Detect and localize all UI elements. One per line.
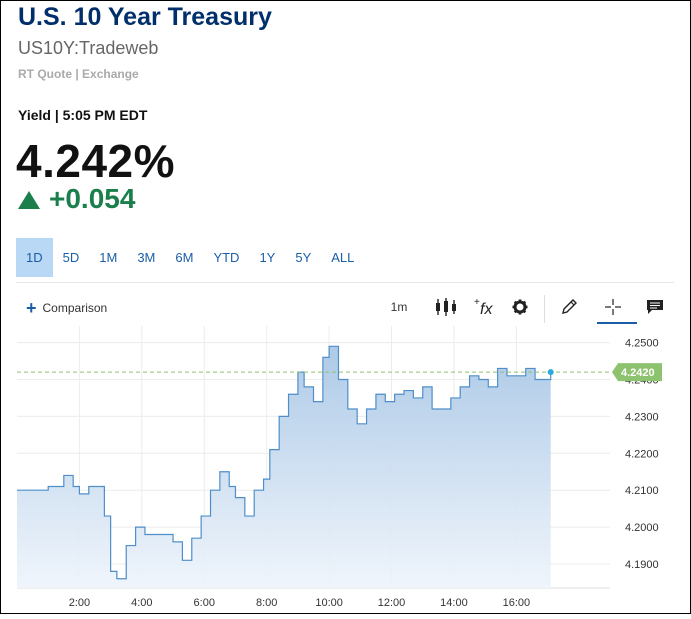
svg-text:fx: fx [480, 301, 493, 318]
yield-timestamp: Yield | 5:05 PM EDT [18, 107, 148, 123]
y-tick-label: 4.1900 [625, 559, 659, 571]
studies-button[interactable]: + fx [472, 293, 496, 321]
range-tab-6m[interactable]: 6M [175, 250, 194, 265]
comparison-label: Comparison [42, 301, 108, 315]
series-line [17, 345, 552, 580]
range-tab-1d[interactable]: 1D [16, 238, 53, 277]
range-tab-ytd[interactable]: YTD [213, 250, 240, 265]
x-tick-label: 2:00 [69, 597, 90, 609]
quote-source-label: RT Quote | Exchange [18, 67, 139, 81]
y-tick-label: 4.2500 [625, 338, 659, 350]
range-tab-1y[interactable]: 1Y [259, 250, 276, 265]
y-tick-label: 4.2300 [625, 411, 659, 423]
candlestick-chart-button[interactable] [434, 293, 458, 321]
x-tick-label: 12:00 [378, 597, 406, 609]
y-tick-label: 4.2000 [625, 522, 659, 534]
x-tick-label: 16:00 [503, 597, 531, 609]
draw-button[interactable] [558, 293, 580, 321]
divider [16, 282, 674, 283]
candlestick-icon [436, 298, 456, 316]
x-axis: 2:00 4:00 6:00 8:00 10:00 12:00 14:00 16:00 [69, 597, 530, 609]
y-tick-label: 4.2200 [625, 448, 659, 460]
last-yield-value: 4.242% [16, 135, 176, 187]
series-area [17, 346, 551, 588]
range-tabs: 1D 5D 1M 3M 6M YTD 1Y 5Y ALL [16, 238, 364, 277]
page-title: U.S. 10 Year Treasury [18, 3, 272, 31]
comment-button[interactable] [644, 293, 666, 321]
range-tab-5d[interactable]: 5D [62, 250, 80, 265]
series-layer [17, 345, 610, 588]
settings-button[interactable] [510, 293, 530, 321]
comment-icon [647, 300, 663, 314]
last-value-tag-label: 4.2420 [621, 367, 655, 379]
symbol-label: US10Y:Tradeweb [18, 38, 159, 58]
x-tick-label: 4:00 [131, 597, 152, 609]
change-amount: +0.054 [49, 183, 136, 214]
x-tick-label: 8:00 [256, 597, 277, 609]
interval-label: 1m [390, 300, 408, 314]
last-point-marker [547, 369, 554, 376]
up-arrow-icon [18, 191, 40, 209]
crosshair-active-indicator [597, 322, 637, 324]
x-tick-label: 10:00 [315, 597, 343, 609]
yield-chart[interactable]: 4.25004.24004.23004.22004.21004.20004.19… [0, 326, 691, 614]
range-tab-3m[interactable]: 3M [137, 250, 156, 265]
crosshair-icon [605, 299, 621, 315]
last-value-tag: 4.2420 [612, 363, 662, 382]
svg-text:+: + [474, 297, 480, 308]
range-tab-5y[interactable]: 5Y [295, 250, 312, 265]
gear-icon [512, 299, 528, 315]
pencil-icon [562, 299, 577, 314]
y-tick-label: 4.2100 [625, 485, 659, 497]
add-comparison-button[interactable]: + Comparison [26, 298, 108, 318]
range-tab-1m[interactable]: 1M [99, 250, 118, 265]
function-fx-icon: + fx [474, 297, 493, 318]
plus-icon: + [26, 298, 37, 318]
interval-button[interactable]: 1m [386, 293, 412, 321]
toolbar-separator [544, 295, 545, 323]
x-tick-label: 14:00 [440, 597, 468, 609]
crosshair-button[interactable] [602, 293, 624, 321]
chart-area[interactable]: 4.25004.24004.23004.22004.21004.20004.19… [0, 326, 691, 614]
change-value: +0.054 [18, 183, 135, 215]
x-tick-label: 6:00 [194, 597, 215, 609]
range-tab-all[interactable]: ALL [331, 250, 355, 265]
last-value-tag-shape [612, 363, 662, 382]
